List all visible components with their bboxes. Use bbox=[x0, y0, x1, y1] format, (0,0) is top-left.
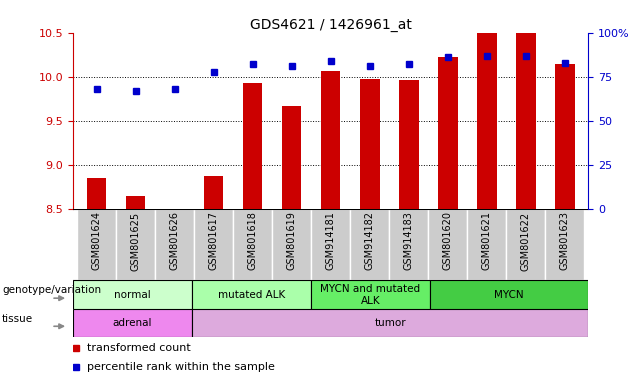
Bar bbox=[350, 209, 389, 280]
Text: transformed count: transformed count bbox=[87, 343, 191, 353]
Bar bbox=[116, 209, 155, 280]
Text: GSM801626: GSM801626 bbox=[170, 212, 179, 270]
Bar bbox=[506, 209, 546, 280]
Text: normal: normal bbox=[114, 290, 151, 300]
Bar bbox=[516, 33, 536, 209]
Text: tumor: tumor bbox=[375, 318, 406, 328]
Text: GSM801620: GSM801620 bbox=[443, 212, 453, 270]
Bar bbox=[155, 209, 194, 280]
Text: GSM801617: GSM801617 bbox=[209, 212, 219, 270]
Text: MYCN: MYCN bbox=[494, 290, 524, 300]
Bar bbox=[428, 209, 467, 280]
Bar bbox=[546, 209, 584, 280]
Text: percentile rank within the sample: percentile rank within the sample bbox=[87, 362, 275, 372]
Bar bbox=[282, 106, 301, 209]
Text: genotype/variation: genotype/variation bbox=[2, 285, 101, 295]
Text: GSM801619: GSM801619 bbox=[287, 212, 296, 270]
Bar bbox=[438, 57, 457, 209]
Bar bbox=[321, 71, 340, 209]
Bar bbox=[126, 196, 146, 209]
Text: GSM914183: GSM914183 bbox=[404, 212, 414, 270]
Bar bbox=[311, 280, 430, 309]
Text: GSM801621: GSM801621 bbox=[482, 212, 492, 270]
Bar bbox=[399, 80, 418, 209]
Bar bbox=[73, 280, 192, 309]
Bar bbox=[73, 309, 192, 337]
Bar bbox=[233, 209, 272, 280]
Bar bbox=[477, 33, 497, 209]
Text: GSM914181: GSM914181 bbox=[326, 212, 336, 270]
Bar bbox=[243, 83, 263, 209]
Bar bbox=[389, 209, 428, 280]
Bar bbox=[194, 209, 233, 280]
Text: MYCN and mutated
ALK: MYCN and mutated ALK bbox=[321, 284, 420, 306]
Bar bbox=[467, 209, 506, 280]
Bar bbox=[86, 179, 106, 209]
Title: GDS4621 / 1426961_at: GDS4621 / 1426961_at bbox=[250, 18, 411, 31]
Text: GSM801625: GSM801625 bbox=[130, 212, 141, 271]
Text: adrenal: adrenal bbox=[113, 318, 153, 328]
Bar bbox=[360, 79, 380, 209]
Bar bbox=[192, 309, 588, 337]
Bar bbox=[311, 209, 350, 280]
Text: GSM801623: GSM801623 bbox=[560, 212, 570, 270]
Text: tissue: tissue bbox=[2, 314, 33, 324]
Bar bbox=[272, 209, 311, 280]
Text: GSM801622: GSM801622 bbox=[521, 212, 531, 271]
Bar bbox=[77, 209, 116, 280]
Text: GSM801624: GSM801624 bbox=[92, 212, 102, 270]
Bar bbox=[192, 280, 311, 309]
Bar bbox=[204, 176, 223, 209]
Text: GSM914182: GSM914182 bbox=[365, 212, 375, 270]
Text: GSM801618: GSM801618 bbox=[247, 212, 258, 270]
Bar bbox=[430, 280, 588, 309]
Text: mutated ALK: mutated ALK bbox=[218, 290, 285, 300]
Bar bbox=[555, 64, 575, 209]
